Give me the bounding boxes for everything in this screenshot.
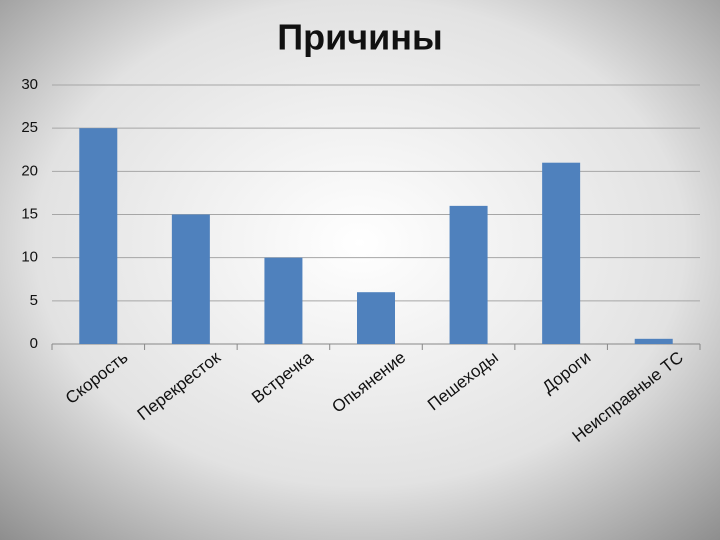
y-tick-label: 30: [21, 76, 38, 93]
chart-title: Причины: [277, 17, 443, 58]
bar: [171, 214, 210, 344]
bar: [79, 128, 118, 344]
y-tick-label: 20: [21, 162, 38, 179]
y-tick-label: 0: [30, 335, 38, 352]
bar: [357, 292, 395, 344]
y-tick-label: 10: [21, 249, 38, 266]
y-tick-label: 25: [21, 119, 38, 136]
bar: [634, 338, 673, 344]
y-tick-label: 5: [30, 292, 38, 309]
bar: [449, 205, 488, 344]
bar: [542, 162, 581, 344]
y-tick-label: 15: [21, 205, 38, 222]
bar: [264, 257, 303, 344]
